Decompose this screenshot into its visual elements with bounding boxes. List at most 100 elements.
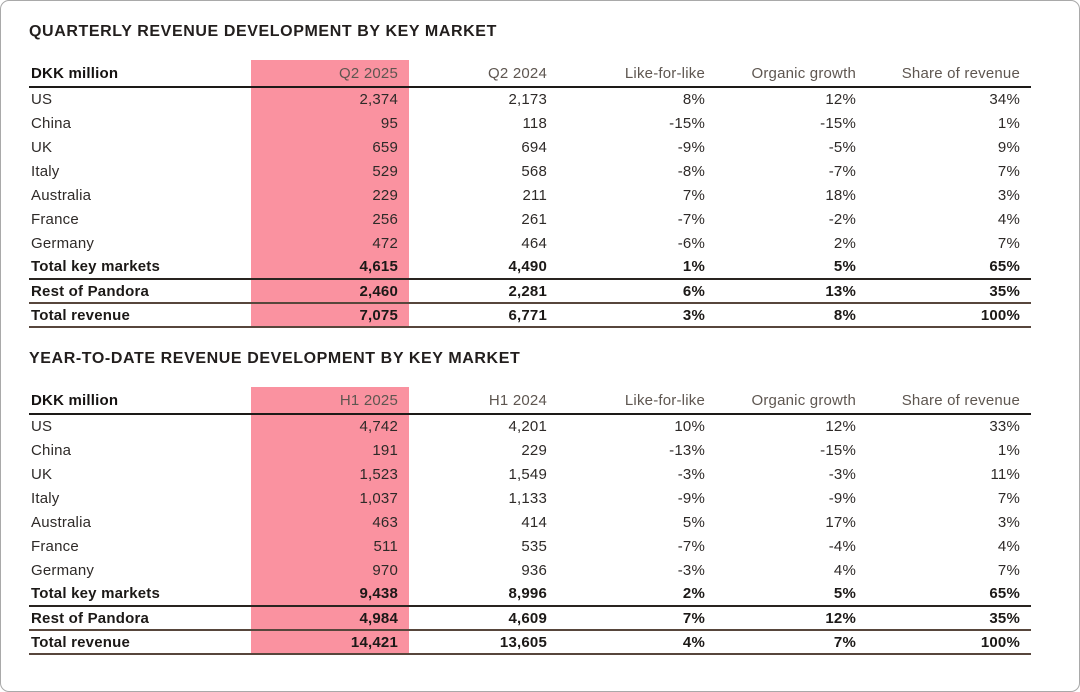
- revenue-share-cell: 4%: [997, 210, 1020, 228]
- market-label-cell: Total key markets: [31, 258, 161, 275]
- col-header-dkk-million: DKK million: [31, 64, 119, 82]
- organic-growth-cell: 17%: [825, 513, 856, 531]
- lfl-growth-cell: -8%: [677, 162, 705, 180]
- prior-period-cell: 118: [522, 114, 547, 132]
- revenue-share-cell: 7%: [997, 234, 1020, 252]
- revenue-share-cell: 100%: [980, 633, 1020, 651]
- revenue-share-cell: 3%: [997, 186, 1020, 204]
- header-row: DKK million H1 2025 H1 2024 Like-for-lik…: [29, 387, 1031, 414]
- col-header-prior-period: Q2 2024: [488, 64, 547, 82]
- organic-growth-cell: -4%: [828, 537, 856, 555]
- prior-period-cell: 261: [521, 210, 547, 228]
- lfl-growth-cell: -9%: [677, 489, 705, 507]
- current-period-cell: 229: [251, 183, 409, 207]
- table-row-total-key-markets: Total key markets 4,615 4,490 1% 5% 65%: [29, 255, 1031, 279]
- organic-growth-cell: 8%: [833, 306, 856, 324]
- table-row-australia: Australia 463 414 5% 17% 3%: [29, 510, 1031, 534]
- prior-period-cell: 464: [521, 234, 547, 252]
- lfl-growth-cell: 5%: [682, 513, 705, 531]
- organic-growth-cell: 12%: [825, 418, 856, 435]
- lfl-growth-cell: 1%: [682, 258, 705, 275]
- table-row-france: France 511 535 -7% -4% 4%: [29, 534, 1031, 558]
- lfl-growth-cell: -7%: [677, 537, 705, 555]
- market-label-cell: US: [31, 91, 53, 108]
- current-period-cell: 2,374: [251, 87, 409, 111]
- table-row-australia: Australia 229 211 7% 18% 3%: [29, 183, 1031, 207]
- market-label-cell: Total key markets: [31, 585, 161, 602]
- current-period-cell: 659: [251, 135, 409, 159]
- organic-growth-cell: 13%: [825, 282, 856, 300]
- organic-growth-cell: 12%: [825, 91, 856, 108]
- quarterly-revenue-table: DKK million Q2 2025 Q2 2024 Like-for-lik…: [29, 60, 1031, 328]
- market-label-cell: UK: [31, 138, 53, 156]
- table-row-us: US 2,374 2,173 8% 12% 34%: [29, 87, 1031, 111]
- market-label-cell: Italy: [31, 162, 60, 180]
- current-period-cell: 529: [251, 159, 409, 183]
- organic-growth-cell: 2%: [833, 234, 856, 252]
- market-label-cell: Germany: [31, 234, 95, 252]
- current-period-cell: 9,438: [251, 582, 409, 606]
- col-header-prior-period: H1 2024: [488, 391, 547, 409]
- market-label-cell: Rest of Pandora: [31, 282, 150, 300]
- table-row-china: China 191 229 -13% -15% 1%: [29, 438, 1031, 462]
- col-header-share-of-revenue: Share of revenue: [901, 391, 1020, 409]
- table-row-rest-of-pandora: Rest of Pandora 2,460 2,281 6% 13% 35%: [29, 279, 1031, 303]
- lfl-growth-cell: 4%: [682, 633, 705, 651]
- lfl-growth-cell: -3%: [677, 561, 705, 579]
- market-label-cell: Australia: [31, 186, 92, 204]
- market-label-cell: Australia: [31, 513, 92, 531]
- market-label-cell: Germany: [31, 561, 95, 579]
- table-row-total-revenue: Total revenue 14,421 13,605 4% 7% 100%: [29, 630, 1031, 654]
- current-period-cell: 4,615: [251, 255, 409, 279]
- prior-period-cell: 2,173: [508, 91, 547, 108]
- organic-growth-cell: 7%: [833, 633, 856, 651]
- prior-period-cell: 2,281: [508, 282, 547, 300]
- table-row-germany: Germany 970 936 -3% 4% 7%: [29, 558, 1031, 582]
- prior-period-cell: 1,549: [508, 465, 547, 483]
- table-row-uk: UK 659 694 -9% -5% 9%: [29, 135, 1031, 159]
- lfl-growth-cell: -9%: [677, 138, 705, 156]
- current-period-cell: 1,037: [251, 486, 409, 510]
- prior-period-cell: 4,490: [508, 258, 547, 275]
- prior-period-cell: 568: [521, 162, 547, 180]
- market-label-cell: France: [31, 537, 79, 555]
- lfl-growth-cell: 10%: [674, 418, 705, 435]
- prior-period-cell: 4,201: [508, 418, 547, 435]
- organic-growth-cell: 12%: [825, 609, 856, 627]
- prior-period-cell: 8,996: [508, 585, 547, 602]
- revenue-share-cell: 9%: [997, 138, 1020, 156]
- lfl-growth-cell: -3%: [677, 465, 705, 483]
- market-label-cell: US: [31, 418, 53, 435]
- revenue-share-cell: 4%: [997, 537, 1020, 555]
- prior-period-cell: 4,609: [508, 609, 547, 627]
- quarterly-section-title: QUARTERLY REVENUE DEVELOPMENT BY KEY MAR…: [29, 23, 497, 40]
- revenue-share-cell: 7%: [997, 162, 1020, 180]
- organic-growth-cell: -15%: [820, 114, 856, 132]
- market-label-cell: France: [31, 210, 79, 228]
- header-row: DKK million Q2 2025 Q2 2024 Like-for-lik…: [29, 60, 1031, 87]
- lfl-growth-cell: -6%: [677, 234, 705, 252]
- table-row-us: US 4,742 4,201 10% 12% 33%: [29, 414, 1031, 438]
- lfl-growth-cell: 6%: [682, 282, 705, 300]
- current-period-cell: 970: [251, 558, 409, 582]
- organic-growth-cell: -15%: [820, 441, 856, 459]
- table-row-italy: Italy 1,037 1,133 -9% -9% 7%: [29, 486, 1031, 510]
- table-row-total-key-markets: Total key markets 9,438 8,996 2% 5% 65%: [29, 582, 1031, 606]
- organic-growth-cell: -9%: [828, 489, 856, 507]
- organic-growth-cell: 18%: [825, 186, 856, 204]
- revenue-share-cell: 65%: [989, 585, 1020, 602]
- prior-period-cell: 535: [521, 537, 547, 555]
- revenue-share-cell: 11%: [990, 465, 1020, 483]
- col-header-like-for-like: Like-for-like: [624, 391, 705, 409]
- organic-growth-cell: 4%: [833, 561, 856, 579]
- current-period-cell: 4,742: [251, 414, 409, 438]
- ytd-revenue-table: DKK million H1 2025 H1 2024 Like-for-lik…: [29, 387, 1031, 655]
- market-label-cell: China: [31, 441, 72, 459]
- organic-growth-cell: -3%: [828, 465, 856, 483]
- col-header-current-period: H1 2025: [251, 387, 409, 414]
- col-header-organic-growth: Organic growth: [751, 64, 856, 82]
- lfl-growth-cell: 8%: [682, 91, 705, 108]
- table-row-italy: Italy 529 568 -8% -7% 7%: [29, 159, 1031, 183]
- table-row-germany: Germany 472 464 -6% 2% 7%: [29, 231, 1031, 255]
